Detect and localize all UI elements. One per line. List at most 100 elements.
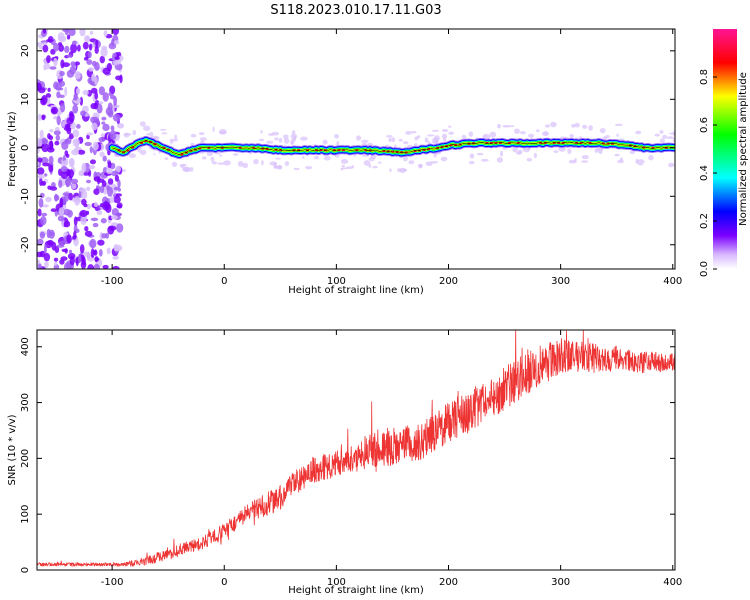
- noise-speckle: [95, 172, 102, 178]
- halo-speckle: [261, 160, 264, 166]
- noise-speckle: [65, 153, 70, 158]
- noise-speckle: [37, 263, 42, 269]
- noise-speckle: [37, 251, 43, 258]
- noise-speckle: [88, 165, 96, 170]
- noise-speckle: [113, 59, 118, 66]
- noise-speckle: [45, 196, 52, 203]
- noise-speckle: [83, 57, 89, 61]
- halo-speckle: [313, 155, 319, 160]
- noise-speckle: [80, 260, 87, 269]
- x-tick-label: 400: [663, 276, 682, 287]
- halo-speckle: [526, 157, 532, 162]
- halo-speckle: [340, 159, 349, 164]
- halo-speckle: [417, 163, 423, 168]
- noise-speckle: [66, 127, 72, 135]
- noise-speckle: [41, 42, 48, 46]
- noise-speckle: [86, 59, 93, 65]
- noise-speckle: [43, 63, 51, 70]
- colorbar-tick-label: 0.2: [699, 213, 710, 229]
- noise-speckle: [79, 96, 83, 106]
- noise-speckle: [90, 159, 96, 165]
- halo-speckle: [616, 133, 619, 137]
- y-tick-label: 0: [20, 567, 31, 573]
- halo-speckle: [541, 131, 550, 136]
- noise-speckle: [77, 44, 81, 52]
- noise-speckle: [98, 101, 104, 105]
- noise-speckle: [92, 141, 99, 151]
- noise-speckle: [64, 86, 68, 97]
- halo-speckle: [149, 131, 154, 138]
- noise-speckle: [116, 223, 124, 233]
- noise-speckle: [102, 167, 108, 174]
- spectrogram-frame: [36, 28, 676, 270]
- halo-speckle: [427, 134, 435, 137]
- noise-speckle: [72, 40, 77, 45]
- snr-panel: -100 0 100 200 300 400 0 100 200 300 400 Height o…: [7, 329, 682, 596]
- noise-speckle: [49, 129, 54, 133]
- noise-speckle: [37, 167, 45, 176]
- halo-speckle: [132, 129, 137, 136]
- noise-speckle: [69, 66, 77, 75]
- noise-speckle: [49, 66, 57, 70]
- halo-speckle: [489, 131, 497, 138]
- halo-speckle: [291, 130, 296, 135]
- noise-speckle: [91, 122, 98, 131]
- halo-speckle: [533, 152, 538, 159]
- noise-speckle: [85, 36, 90, 41]
- noise-speckle: [39, 129, 44, 139]
- noise-speckle: [79, 244, 85, 254]
- snr-y-axis-label: SNR (10 * v/v): [7, 414, 18, 485]
- noise-speckle: [70, 178, 79, 184]
- noise-speckle: [88, 67, 94, 72]
- halo-speckle: [336, 140, 340, 147]
- halo-speckle: [567, 148, 572, 154]
- noise-speckle: [43, 244, 47, 255]
- noise-speckle: [50, 106, 58, 115]
- noise-speckle: [94, 91, 98, 100]
- halo-speckle: [122, 169, 127, 172]
- halo-speckle: [274, 137, 279, 141]
- noise-speckle: [102, 67, 111, 75]
- halo-speckle: [469, 160, 475, 165]
- colorbar: 0.0 0.2 0.4 0.6 0.8 Normalized spectral ampl…: [699, 29, 749, 277]
- noise-speckle: [66, 117, 74, 125]
- halo-speckle: [545, 124, 550, 128]
- x-tick-label: 0: [221, 276, 227, 287]
- halo-speckle: [219, 154, 223, 157]
- noise-speckle: [75, 198, 83, 203]
- noise-speckle: [68, 192, 73, 201]
- noise-speckle: [113, 96, 117, 106]
- halo-speckle: [206, 151, 214, 157]
- noise-speckle: [114, 174, 119, 182]
- noise-speckle: [46, 38, 54, 43]
- halo-speckle: [201, 156, 207, 160]
- noise-speckle: [56, 115, 61, 126]
- noise-speckle: [97, 239, 105, 246]
- noise-speckle: [78, 253, 82, 263]
- noise-speckle: [108, 225, 117, 231]
- colorbar-tick-label: 0.4: [699, 165, 710, 181]
- noise-speckle: [107, 178, 114, 185]
- noise-speckle: [86, 186, 91, 192]
- noise-speckle: [89, 30, 94, 35]
- halo-speckle: [499, 150, 504, 157]
- noise-speckle: [90, 217, 99, 222]
- halo-speckle: [128, 153, 136, 159]
- noise-speckle: [111, 170, 119, 177]
- noise-speckle: [71, 149, 79, 156]
- noise-speckle: [79, 29, 86, 37]
- noise-speckle: [60, 256, 68, 261]
- halo-speckle: [614, 153, 620, 157]
- noise-speckle: [66, 234, 72, 244]
- halo-speckle: [599, 128, 606, 134]
- noise-speckle: [37, 42, 43, 47]
- noise-speckle: [59, 197, 64, 207]
- noise-speckle: [53, 57, 58, 67]
- noise-speckle: [45, 93, 52, 99]
- snr-x-axis-label: Height of straight line (km): [288, 585, 424, 596]
- noise-speckle: [112, 255, 119, 260]
- spectrogram-x-axis-label: Height of straight line (km): [288, 285, 424, 296]
- noise-speckle: [53, 42, 59, 52]
- halo-speckle: [432, 140, 439, 144]
- halo-speckle: [397, 168, 402, 173]
